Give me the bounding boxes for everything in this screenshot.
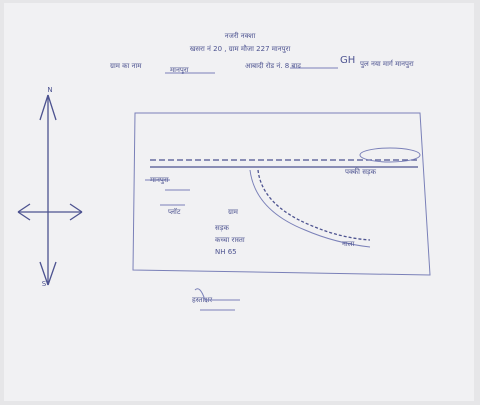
header-mark: GH [340, 55, 355, 66]
header-middle: आबादी रोड नं. 8 बाद [245, 61, 301, 70]
ticks [145, 179, 190, 206]
map-label: नाला [342, 240, 354, 248]
map-frame [132, 112, 431, 276]
compass-south: S [42, 280, 47, 288]
map-label: ग्राम [228, 208, 239, 216]
paper [4, 3, 474, 401]
map-label: प्लॉट [168, 207, 181, 216]
map-label: मानपुरा [150, 176, 169, 184]
compass-north: N [47, 86, 52, 94]
title: नजरी नक्शा [225, 31, 256, 40]
map-label: कच्चा रास्ता [215, 236, 245, 244]
signature-scribble [194, 288, 240, 311]
compass-arrows [17, 94, 83, 286]
header-line: खसरा नं 20 , ग्राम मौजा 227 मानपुरा [190, 44, 291, 53]
signature: हस्ताक्षर [192, 296, 212, 304]
map-label: सड़क [215, 224, 229, 232]
village-name: मानपुरा [170, 66, 189, 74]
pond [359, 147, 421, 163]
header-label: ग्राम का नाम [110, 62, 142, 70]
header-end: पुल नया मार्ग मानपुरा [360, 59, 414, 68]
track [257, 169, 371, 241]
map-label: NH 65 [215, 248, 237, 256]
track [249, 169, 371, 248]
map-label: पक्की सड़क [345, 167, 377, 176]
